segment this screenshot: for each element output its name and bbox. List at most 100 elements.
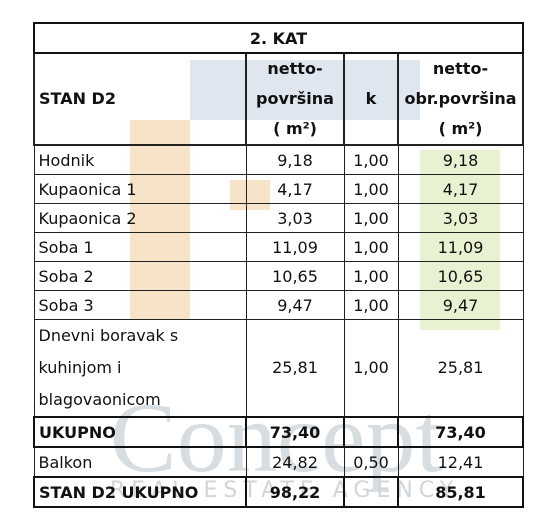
table-row: Balkon 24,82 0,50 12,41 (33, 446, 524, 478)
header-cell: STAN D2 (33, 52, 247, 146)
table-cell: STAN D2 UKUPNO (33, 476, 247, 508)
cell-text: 24,82 (272, 452, 318, 472)
table-row: Dnevni boravak s kuhinjom i blagovaonicom 2… (33, 319, 524, 418)
table-row: Kupaonica 2 3,03 1,00 3,03 (33, 203, 524, 233)
cell-text: površina (256, 89, 334, 108)
cell-text: Soba 2 (38, 266, 94, 286)
cell-text: 1,00 (353, 358, 389, 377)
cell-text: STAN D2 (39, 89, 116, 108)
cell-text: UKUPNO (39, 422, 116, 442)
table-cell: Balkon (33, 446, 247, 478)
cell-text: STAN D2 UKUPNO (39, 482, 199, 502)
cell-text: 4,17 (277, 179, 313, 199)
cell-text: 73,40 (435, 422, 486, 442)
table-cell: Kupaonica 2 (33, 203, 247, 233)
cell-text: 1,00 (353, 208, 389, 228)
table-cell: UKUPNO (33, 416, 247, 448)
cell-text: 11,09 (272, 237, 318, 257)
table-cell: 1,00 (343, 261, 399, 291)
cell-text: 3,03 (277, 208, 313, 228)
table-row: UKUPNO 73,40 73,40 (33, 416, 524, 448)
table-row: Hodnik 9,18 1,00 9,18 (33, 144, 524, 175)
cell-text: 25,81 (437, 358, 484, 377)
table-cell: 98,22 (245, 476, 345, 508)
cell-text: 1,00 (353, 295, 389, 315)
table-cell: 1,00 (343, 174, 399, 204)
table-cell: 10,65 (245, 261, 345, 291)
table-row: Soba 2 10,65 1,00 10,65 (33, 261, 524, 291)
table-cell: 9,47 (397, 290, 524, 320)
cell-text: blagovaonicom (38, 390, 161, 409)
cell-text: obr.površina (404, 89, 517, 108)
cell-text: 25,81 (272, 358, 318, 377)
cell-text: Soba 1 (38, 237, 94, 257)
table-cell: 10,65 (397, 261, 524, 291)
cell-text: 10,65 (437, 266, 484, 286)
cell-text: ( m²) (438, 119, 483, 138)
table-cell: 4,17 (397, 174, 524, 204)
header-cell: netto-površina ( m²) (245, 52, 345, 146)
cell-text: 1,00 (353, 237, 389, 257)
table-cell: 73,40 (245, 416, 345, 448)
cell-text: 10,65 (272, 266, 318, 286)
table-cell: 1,00 (343, 319, 399, 418)
cell-text: 98,22 (269, 482, 321, 502)
cell-text: 9,18 (442, 150, 479, 170)
cell-text: Dnevni boravak s (38, 326, 179, 345)
table-cell: 1,00 (343, 290, 399, 320)
table-cell: 1,00 (343, 232, 399, 262)
cell-text: 73,40 (269, 422, 321, 442)
table-cell: Soba 2 (33, 261, 247, 291)
cell-text: 4,17 (442, 179, 479, 199)
table-cell: Kupaonica 1 (33, 174, 247, 204)
cell-text: 85,81 (435, 482, 486, 502)
cell-text: Kupaonica 2 (38, 208, 137, 228)
table-row: Soba 3 9,47 1,00 9,47 (33, 290, 524, 320)
header-row: STAN D2 netto-površina ( m²) k netto-obr.pov… (33, 52, 524, 146)
table-cell: 73,40 (397, 416, 524, 448)
cell-text: ( m²) (273, 119, 317, 138)
cell-text: netto- (432, 59, 489, 78)
table-row: Kupaonica 1 4,17 1,00 4,17 (33, 174, 524, 204)
table-cell: 25,81 (245, 319, 345, 418)
cell-text: Hodnik (38, 150, 95, 170)
cell-text: netto- (267, 59, 323, 78)
cell-text: 9,47 (442, 295, 479, 315)
cell-text: Soba 3 (38, 295, 94, 315)
table-cell: 85,81 (397, 476, 524, 508)
cell-text: 9,18 (277, 150, 313, 170)
table-cell: Soba 3 (33, 290, 247, 320)
table-cell: Soba 1 (33, 232, 247, 262)
table-cell: 24,82 (245, 446, 345, 478)
header-cell: netto-obr.površina ( m²) (397, 52, 524, 146)
cell-text: kuhinjom i (38, 358, 122, 377)
title-cell: 2. KAT (33, 22, 524, 54)
cell-text: 1,00 (353, 179, 389, 199)
cell-text: k (365, 89, 377, 108)
table-cell: Hodnik (33, 144, 247, 175)
table-cell: 11,09 (245, 232, 345, 262)
cell-text: Balkon (38, 452, 93, 472)
table-row: STAN D2 UKUPNO 98,22 85,81 (33, 476, 524, 508)
area-table: 2. KAT STAN D2 netto-površina ( m²) k netto-o… (33, 22, 524, 508)
table-cell: 3,03 (397, 203, 524, 233)
table-cell: 9,18 (397, 144, 524, 175)
cell-text: 3,03 (442, 208, 479, 228)
cell-text: 11,09 (437, 237, 484, 257)
table-cell: Dnevni boravak s kuhinjom i blagovaonicom (33, 319, 247, 418)
table-cell: 3,03 (245, 203, 345, 233)
cell-text: 12,41 (437, 452, 484, 472)
cell-text: 0,50 (353, 452, 389, 472)
cell-text: Kupaonica 1 (38, 179, 137, 199)
table-cell: 25,81 (397, 319, 524, 418)
title-row: 2. KAT (33, 22, 524, 54)
table-cell (343, 476, 399, 508)
table-cell: 12,41 (397, 446, 524, 478)
table-cell (343, 416, 399, 448)
cell-text: 9,47 (277, 295, 313, 315)
cell-text: 1,00 (353, 150, 389, 170)
table-cell: 1,00 (343, 203, 399, 233)
table-row: Soba 1 11,09 1,00 11,09 (33, 232, 524, 262)
cell-text: 1,00 (353, 266, 389, 286)
